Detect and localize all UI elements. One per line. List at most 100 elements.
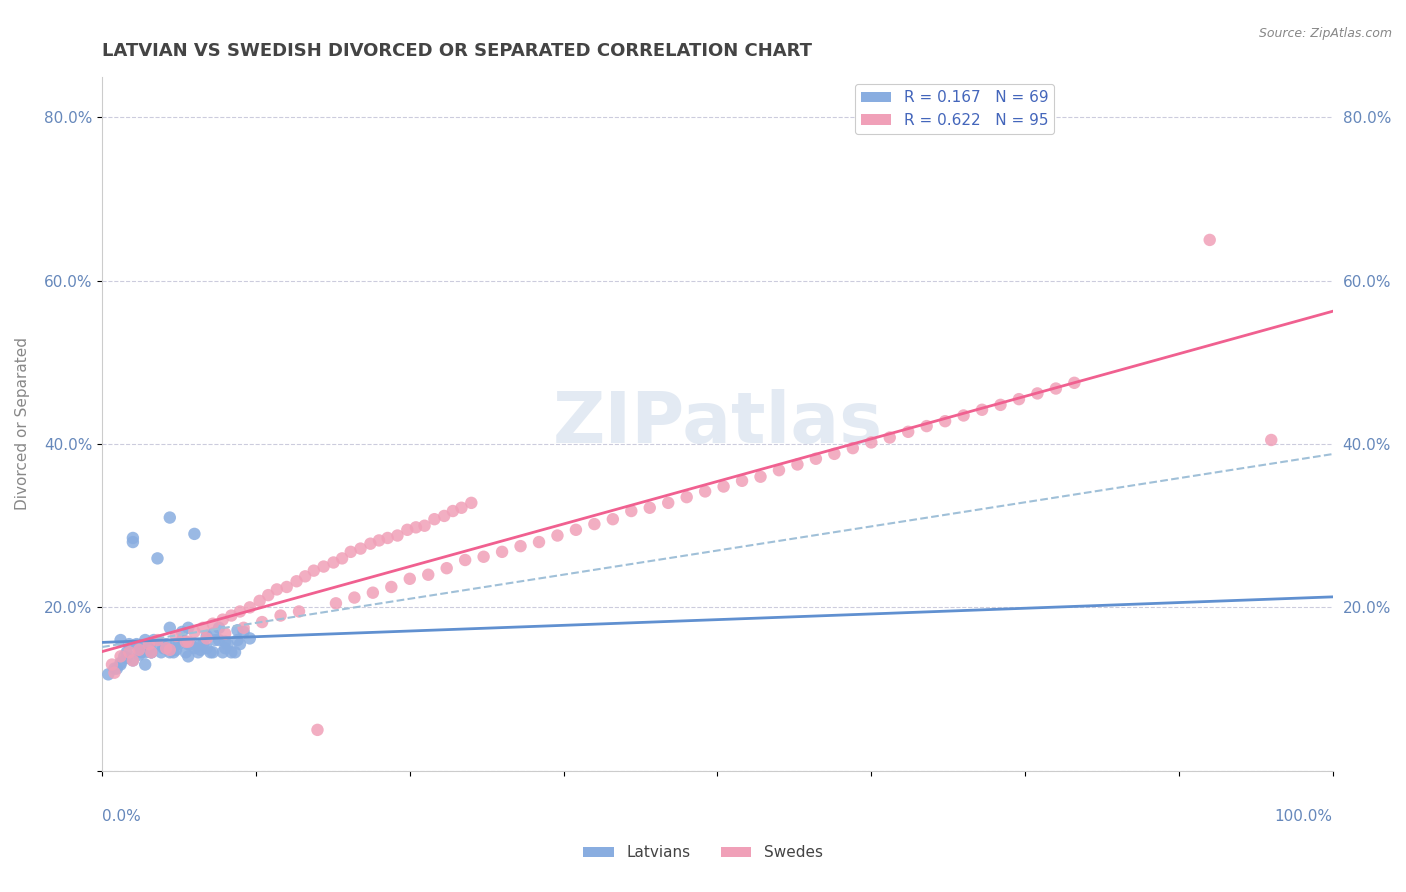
Point xyxy=(229,605,252,619)
Point xyxy=(433,508,456,523)
Point xyxy=(312,559,335,574)
Point xyxy=(450,500,472,515)
Point xyxy=(195,641,218,656)
Point xyxy=(118,645,141,659)
Point xyxy=(620,504,643,518)
Point xyxy=(115,645,138,659)
Point xyxy=(695,484,717,499)
Point xyxy=(349,541,371,556)
Point xyxy=(190,643,212,657)
Point xyxy=(159,645,181,659)
Point xyxy=(128,643,150,657)
Point xyxy=(177,637,200,651)
Point xyxy=(134,657,156,672)
Point xyxy=(167,637,190,651)
Point xyxy=(377,531,399,545)
Point xyxy=(217,637,239,651)
Point xyxy=(138,641,160,656)
Point xyxy=(472,549,495,564)
Point xyxy=(155,637,177,651)
Point xyxy=(146,551,169,566)
Point xyxy=(201,616,224,631)
Point xyxy=(110,656,132,670)
Point xyxy=(211,645,233,659)
Point xyxy=(138,637,160,651)
Point xyxy=(361,585,384,599)
Point xyxy=(195,629,218,643)
Legend: Latvians, Swedes: Latvians, Swedes xyxy=(578,839,828,866)
Point xyxy=(221,608,243,623)
Point xyxy=(454,553,477,567)
Point xyxy=(232,624,254,639)
Point xyxy=(229,637,252,651)
Point xyxy=(713,479,735,493)
Point xyxy=(436,561,458,575)
Point xyxy=(657,496,679,510)
Point xyxy=(897,425,920,439)
Point xyxy=(172,633,194,648)
Point xyxy=(423,512,446,526)
Point xyxy=(141,645,163,659)
Point xyxy=(159,643,181,657)
Point xyxy=(1045,382,1067,396)
Point xyxy=(200,645,222,659)
Point xyxy=(125,637,148,651)
Point xyxy=(583,517,606,532)
Point xyxy=(103,665,125,680)
Point xyxy=(105,662,128,676)
Point xyxy=(842,441,865,455)
Point xyxy=(183,527,205,541)
Point xyxy=(1063,376,1085,390)
Point xyxy=(174,634,197,648)
Point xyxy=(638,500,661,515)
Point xyxy=(1260,433,1282,447)
Point xyxy=(302,564,325,578)
Point xyxy=(491,545,513,559)
Point xyxy=(122,653,145,667)
Point xyxy=(307,723,329,737)
Point xyxy=(141,645,163,659)
Point xyxy=(325,596,347,610)
Text: ZIPatlas: ZIPatlas xyxy=(553,389,883,458)
Point xyxy=(249,594,271,608)
Point xyxy=(239,600,262,615)
Point xyxy=(418,567,440,582)
Point xyxy=(330,551,353,566)
Point xyxy=(134,645,156,659)
Point xyxy=(441,504,464,518)
Point xyxy=(285,574,308,589)
Point xyxy=(232,621,254,635)
Point xyxy=(294,569,316,583)
Point xyxy=(150,645,173,659)
Point xyxy=(97,667,120,681)
Text: Source: ZipAtlas.com: Source: ZipAtlas.com xyxy=(1258,27,1392,40)
Point xyxy=(527,535,550,549)
Point xyxy=(201,626,224,640)
Point xyxy=(915,419,938,434)
Point xyxy=(177,634,200,648)
Point xyxy=(141,645,163,659)
Point xyxy=(731,474,754,488)
Point xyxy=(823,447,845,461)
Point xyxy=(546,528,568,542)
Point xyxy=(152,640,174,654)
Point xyxy=(183,624,205,639)
Point xyxy=(165,637,187,651)
Point xyxy=(786,458,808,472)
Point xyxy=(749,469,772,483)
Point xyxy=(187,645,209,659)
Point xyxy=(128,641,150,656)
Point xyxy=(266,582,288,597)
Text: 0.0%: 0.0% xyxy=(103,809,141,824)
Point xyxy=(131,645,153,659)
Point xyxy=(101,657,124,672)
Point xyxy=(122,531,145,545)
Point xyxy=(270,608,292,623)
Point xyxy=(214,641,236,656)
Point xyxy=(122,653,145,667)
Point xyxy=(339,545,361,559)
Point xyxy=(276,580,298,594)
Point xyxy=(155,641,177,656)
Point xyxy=(146,633,169,648)
Point xyxy=(165,629,187,643)
